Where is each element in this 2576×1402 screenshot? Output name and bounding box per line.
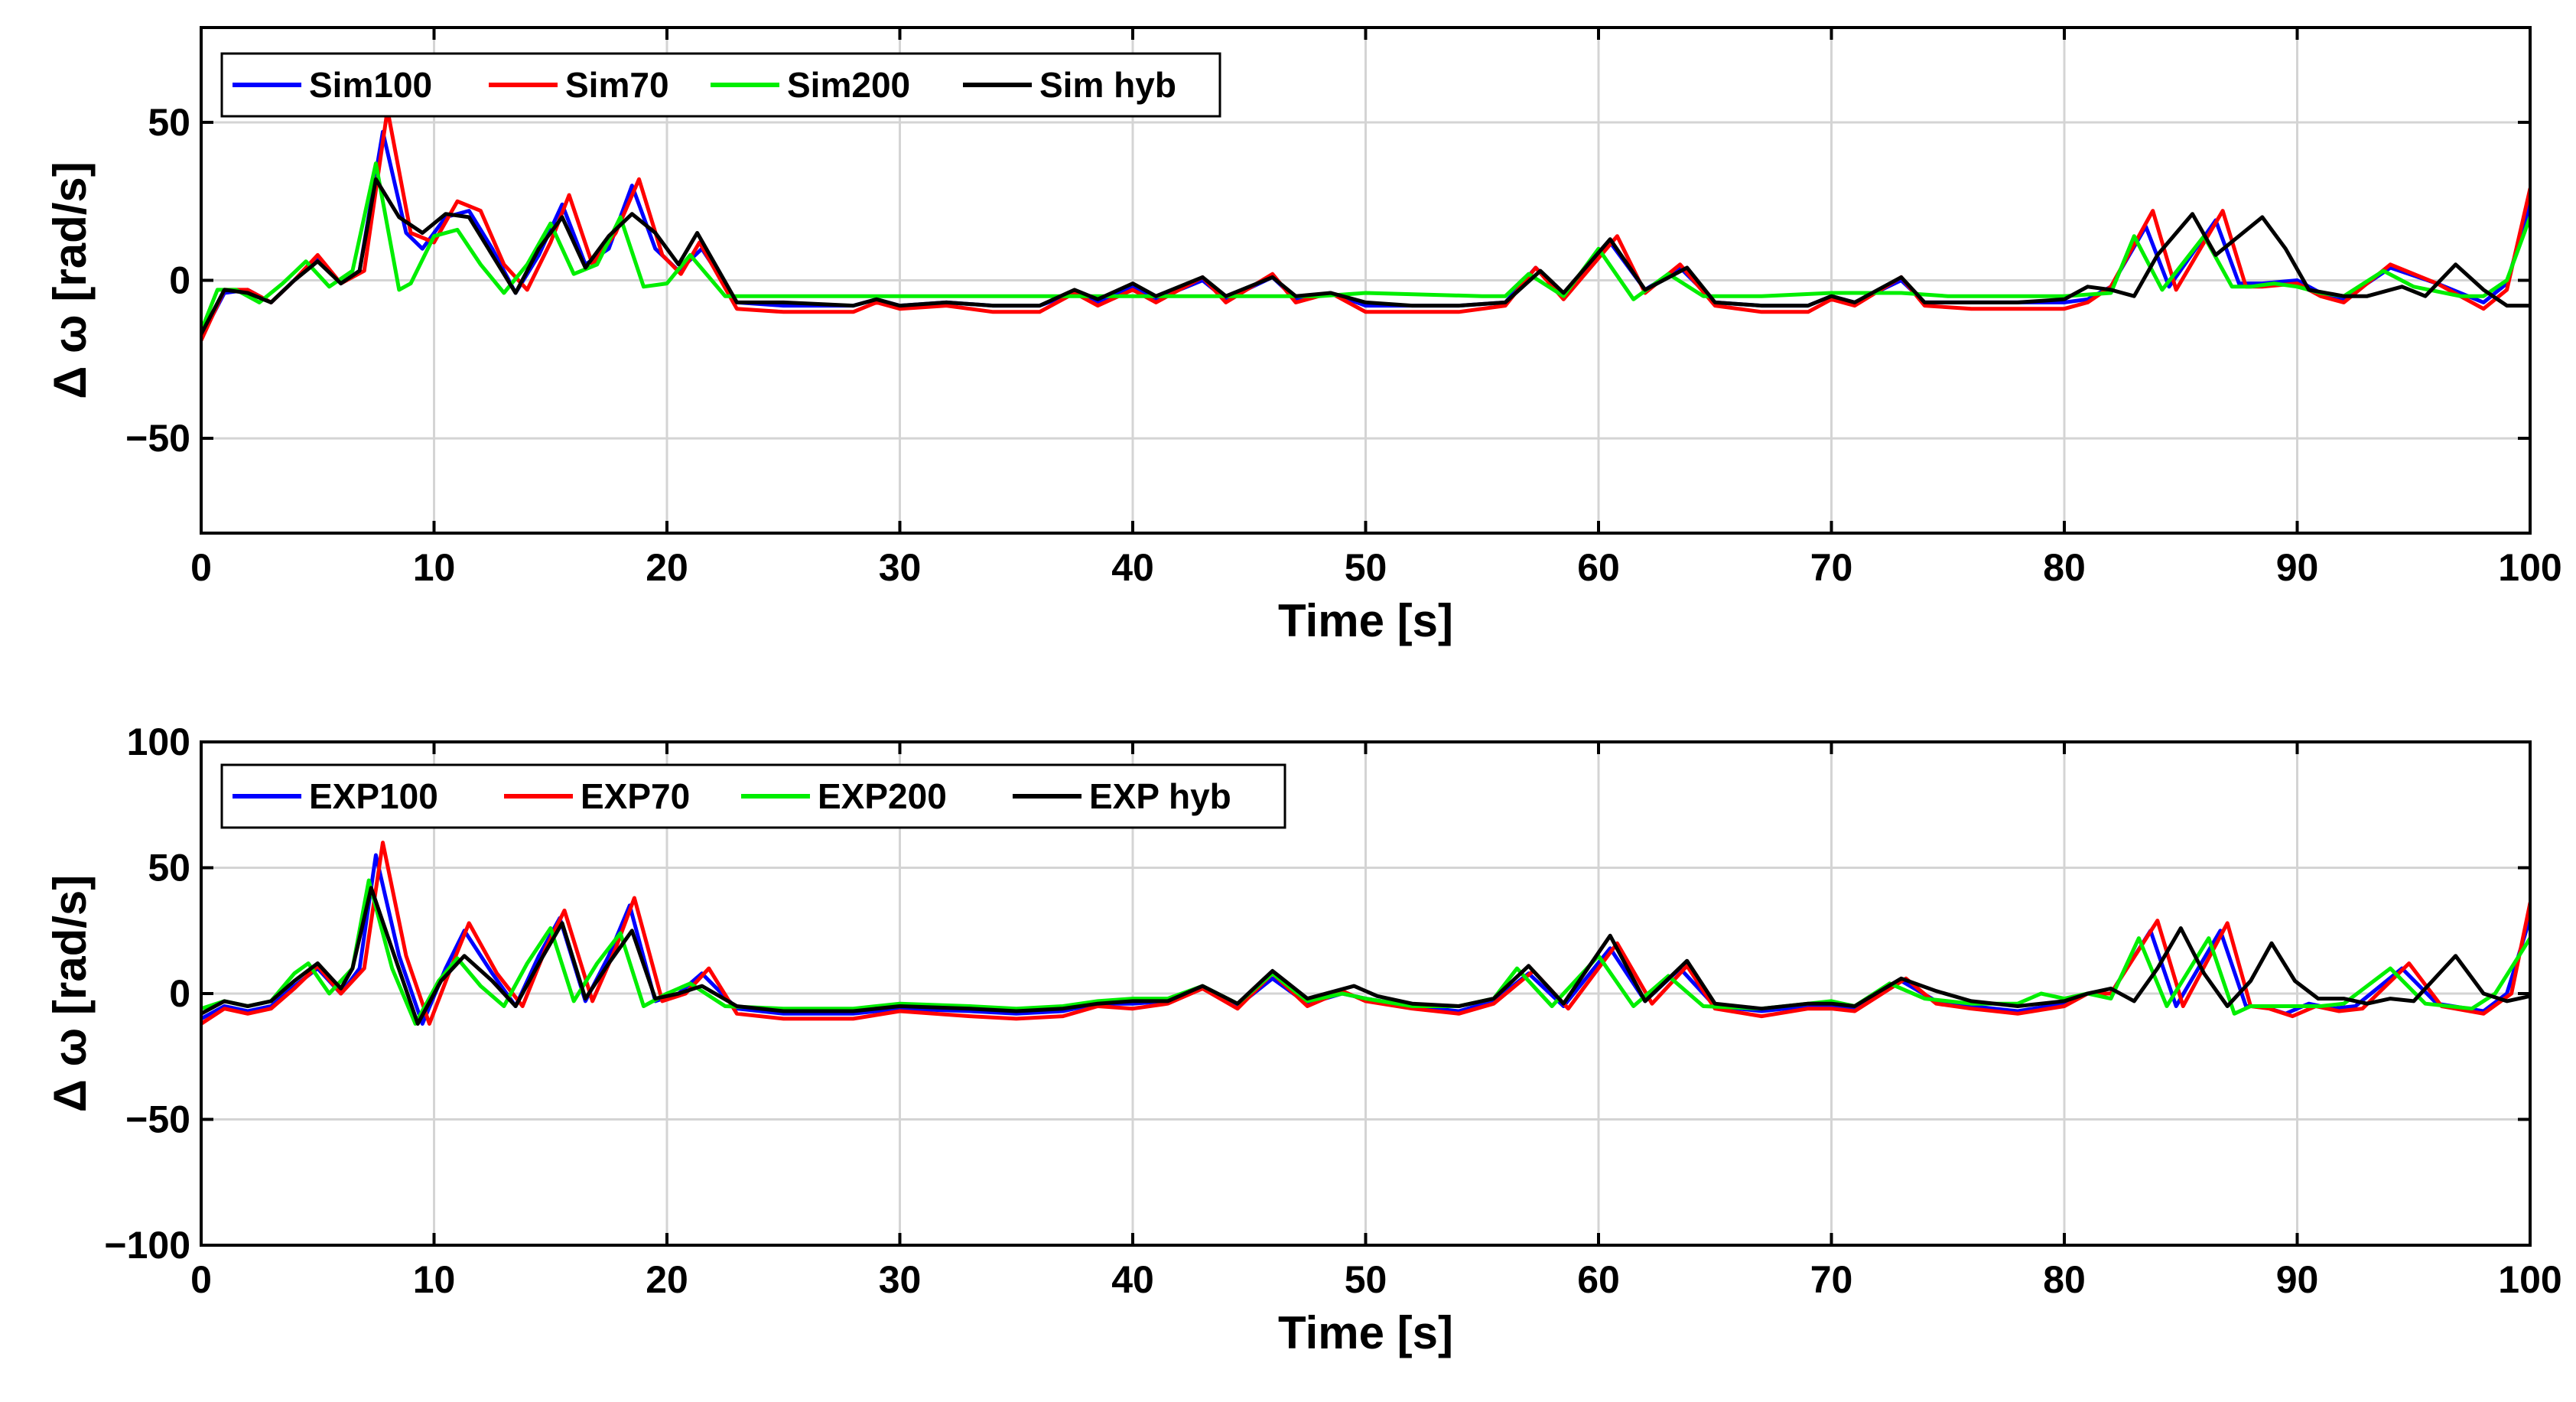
x-axis-label: Time [s] — [1278, 1307, 1453, 1358]
legend-label: EXP200 — [818, 776, 947, 816]
x-tick-label: 100 — [2498, 1258, 2561, 1301]
legend: Sim100 Sim70 Sim200 Sim hyb — [220, 52, 1221, 118]
legend-label: EXP70 — [581, 776, 690, 816]
series-group — [201, 107, 2530, 343]
x-tick-label: 70 — [1810, 1258, 1853, 1301]
y-tick-label: −100 — [104, 1224, 190, 1267]
legend-item: EXP200 — [741, 776, 947, 816]
y-tick-label: 0 — [169, 972, 190, 1015]
x-tick-label: 20 — [646, 1258, 688, 1301]
y-tick-label: 50 — [148, 101, 190, 144]
series-line-exp200 — [201, 878, 2530, 1026]
x-tick-label: 0 — [190, 546, 212, 589]
legend-label: Sim hyb — [1039, 65, 1176, 105]
top-chart-sim: 0 10 20 30 40 50 60 70 80 90 100 −50 0 50 Time [s] Δ ω … — [44, 26, 2562, 646]
y-axis-label: Δ ω [rad/s] — [44, 875, 96, 1113]
series-line-exp-hyb — [201, 886, 2530, 1026]
x-axis-label: Time [s] — [1278, 595, 1453, 646]
y-tick-label: 50 — [148, 847, 190, 890]
legend-label: EXP hyb — [1089, 776, 1231, 816]
legend-label: Sim70 — [565, 65, 669, 105]
series-group — [201, 841, 2530, 1026]
x-tick-label: 40 — [1111, 546, 1154, 589]
legend-label: EXP100 — [309, 776, 438, 816]
x-tick-label: 40 — [1111, 1258, 1154, 1301]
x-tick-label: 90 — [2276, 1258, 2319, 1301]
legend-item: EXP hyb — [1013, 776, 1231, 816]
x-tick-label: 10 — [413, 1258, 456, 1301]
series-line-exp70 — [201, 841, 2530, 1026]
legend: EXP100 EXP70 EXP200 EXP hyb — [220, 763, 1286, 829]
legend-item: EXP100 — [233, 776, 438, 816]
y-axis-label: Δ ω [rad/s] — [44, 161, 96, 399]
legend-item: Sim100 — [233, 65, 432, 105]
legend-label: Sim100 — [309, 65, 432, 105]
legend-item: Sim200 — [711, 65, 910, 105]
y-tick-label: 0 — [169, 259, 190, 302]
y-tick-label: 100 — [127, 721, 190, 763]
x-tick-label: 100 — [2498, 546, 2561, 589]
x-tick-label: 90 — [2276, 546, 2319, 589]
x-tick-label: 70 — [1810, 546, 1853, 589]
legend-item: Sim hyb — [963, 65, 1176, 105]
x-tick-label: 0 — [190, 1258, 212, 1301]
x-tick-label: 50 — [1345, 546, 1387, 589]
legend-label: Sim200 — [787, 65, 910, 105]
x-tick-label: 80 — [2043, 546, 2086, 589]
y-tick-label: −50 — [125, 417, 190, 460]
x-tick-label: 30 — [879, 546, 922, 589]
x-tick-label: 60 — [1577, 1258, 1620, 1301]
x-tick-label: 10 — [413, 546, 456, 589]
series-line-sim-hyb — [201, 177, 2530, 337]
x-tick-label: 30 — [879, 1258, 922, 1301]
y-tick-label: −50 — [125, 1098, 190, 1141]
x-tick-label: 80 — [2043, 1258, 2086, 1301]
x-tick-label: 20 — [646, 546, 688, 589]
x-tick-label: 50 — [1345, 1258, 1387, 1301]
legend-item: EXP70 — [504, 776, 690, 816]
bottom-chart-exp: 0 10 20 30 40 50 60 70 80 90 100 −100 −50 0 50 100 Time … — [44, 721, 2562, 1358]
legend-item: Sim70 — [489, 65, 669, 105]
x-tick-label: 60 — [1577, 546, 1620, 589]
